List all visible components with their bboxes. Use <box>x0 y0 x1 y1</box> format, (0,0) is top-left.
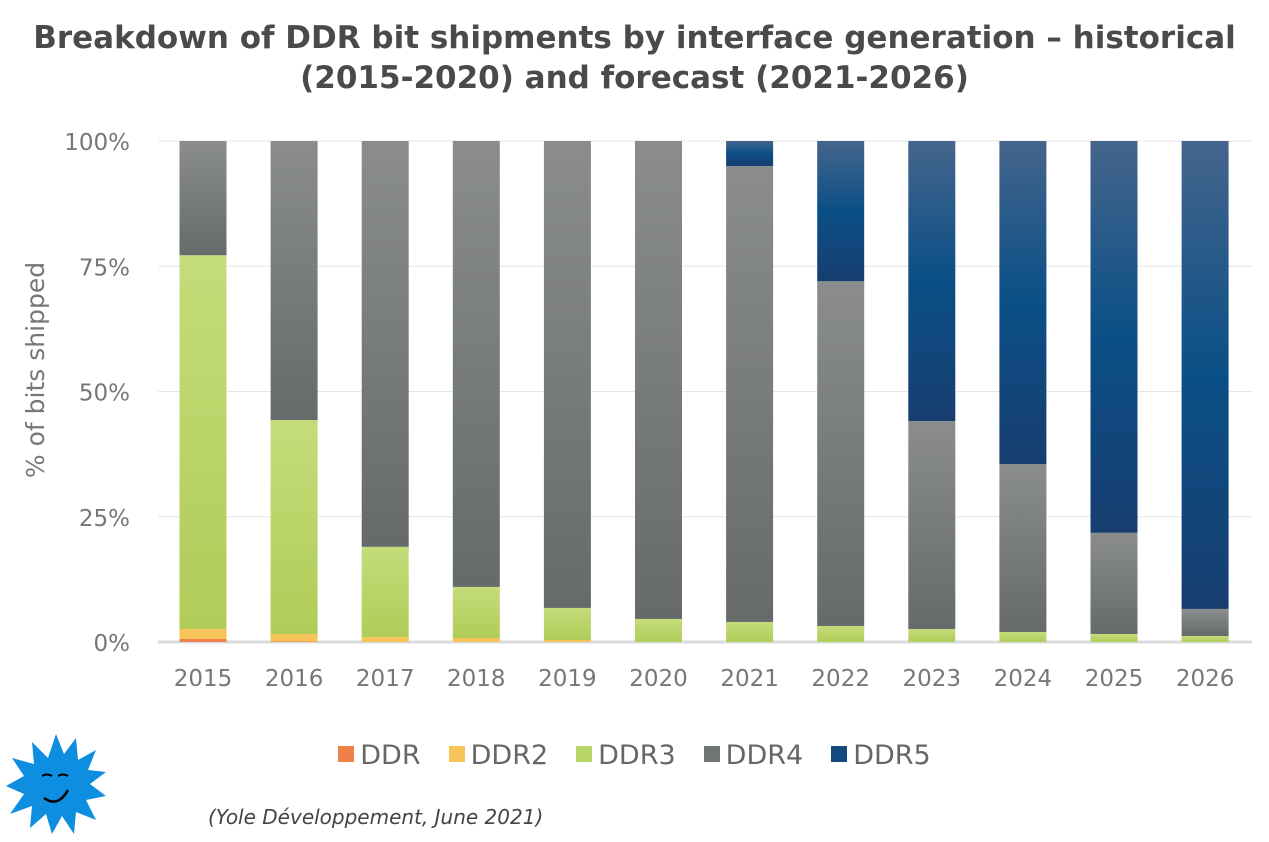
x-tick-label: 2017 <box>356 666 415 692</box>
y-axis-label: % of bits shipped <box>21 262 50 478</box>
bar-segment-ddr5-2024 <box>999 141 1047 465</box>
bar-segment-ddr4-2025 <box>1090 532 1138 634</box>
bar-segment-ddr-2016 <box>270 641 318 642</box>
bar-segment-ddr3-2021 <box>726 621 774 642</box>
bar-segment-ddr5-2023 <box>908 141 956 422</box>
yole-mascot-logo <box>6 734 106 834</box>
y-tick-label: 0% <box>94 631 131 657</box>
bar-segment-ddr3-2016 <box>270 420 318 634</box>
x-tick-label: 2026 <box>1176 666 1235 692</box>
y-tick-label: 25% <box>79 506 130 532</box>
x-tick-label: 2019 <box>538 666 597 692</box>
legend-item-ddr4: DDR4 <box>703 740 804 771</box>
bar-segment-ddr4-2021 <box>726 166 774 622</box>
legend-label: DDR5 <box>853 740 931 771</box>
bar-segment-ddr4-2016 <box>270 141 318 421</box>
source-note: (Yole Développement, June 2021) <box>208 805 544 829</box>
legend-item-ddr5: DDR5 <box>831 740 931 771</box>
legend-swatch <box>448 746 465 762</box>
bar-segment-ddr3-2020 <box>635 618 682 642</box>
bar-segment-ddr4-2020 <box>635 141 682 619</box>
x-tick-label: 2016 <box>265 666 324 692</box>
bar-segment-ddr5-2022 <box>817 141 865 282</box>
bar-segment-ddr2-2015 <box>179 628 227 639</box>
bar-segment-ddr5-2026 <box>1181 141 1229 609</box>
bar-segment-ddr3-2023 <box>908 628 956 642</box>
legend-label: DDR <box>360 740 421 771</box>
legend-swatch <box>831 746 848 762</box>
x-tick-label: 2018 <box>447 666 506 692</box>
y-tick-label: 50% <box>79 381 130 407</box>
legend-label: DDR2 <box>470 740 549 771</box>
bar-segment-ddr2-2018 <box>452 637 500 642</box>
x-tick-label: 2015 <box>174 666 233 692</box>
x-tick-label: 2023 <box>903 666 962 692</box>
legend-label: DDR4 <box>725 740 804 771</box>
bar-segment-ddr2-2019 <box>543 639 591 642</box>
bar-segment-ddr-2015 <box>179 638 227 642</box>
legend-item-ddr2: DDR2 <box>448 740 549 771</box>
legend-swatch <box>338 746 355 762</box>
x-tick-label: 2022 <box>811 666 870 692</box>
bar-segment-ddr4-2024 <box>999 464 1047 632</box>
bar-segment-ddr3-2022 <box>817 625 865 642</box>
bar-segment-ddr4-2015 <box>179 141 227 256</box>
y-tick-label: 100% <box>64 130 130 156</box>
legend-item-ddr3: DDR3 <box>576 740 676 771</box>
bar-segment-ddr4-2022 <box>817 281 865 626</box>
bar-segment-ddr2-2016 <box>270 633 318 642</box>
bar-segment-ddr4-2019 <box>543 141 591 608</box>
y-tick-label: 75% <box>79 255 130 281</box>
x-tick-label: 2025 <box>1085 666 1144 692</box>
bar-segment-ddr3-2026 <box>1181 635 1229 642</box>
bar-segment-ddr3-2024 <box>999 631 1047 642</box>
bar-segment-ddr2-2017 <box>361 636 409 642</box>
bar-segment-ddr4-2023 <box>908 421 956 629</box>
bar-segment-ddr4-2017 <box>361 141 409 547</box>
legend-swatch <box>576 746 593 762</box>
bar-segment-ddr5-2021 <box>726 141 774 167</box>
bar-segment-ddr3-2019 <box>543 607 591 640</box>
legend-swatch <box>703 746 720 762</box>
legend-label: DDR3 <box>598 740 676 771</box>
bar-segment-ddr5-2025 <box>1090 141 1138 533</box>
x-tick-label: 2021 <box>720 666 779 692</box>
bar-segment-ddr3-2017 <box>361 546 409 637</box>
legend: DDR DDR2 DDR3 DDR4 DDR5 <box>0 740 1269 771</box>
bar-segment-ddr3-2025 <box>1090 633 1138 642</box>
x-tick-label: 2020 <box>629 666 688 692</box>
bar-segment-ddr3-2018 <box>452 586 500 638</box>
bar-segment-ddr4-2026 <box>1181 608 1229 636</box>
stacked-bar-chart: 0% 25% 50% 75% 100% 2015 2016 2017 2018 2019 2020 2… <box>21 130 1252 692</box>
chart-title: Breakdown of DDR bit shipments by interf… <box>33 20 1236 96</box>
legend-item-ddr: DDR <box>338 740 421 771</box>
x-tick-label: 2024 <box>994 666 1053 692</box>
bar-segment-ddr4-2018 <box>452 141 500 587</box>
bar-segment-ddr3-2015 <box>179 255 227 629</box>
